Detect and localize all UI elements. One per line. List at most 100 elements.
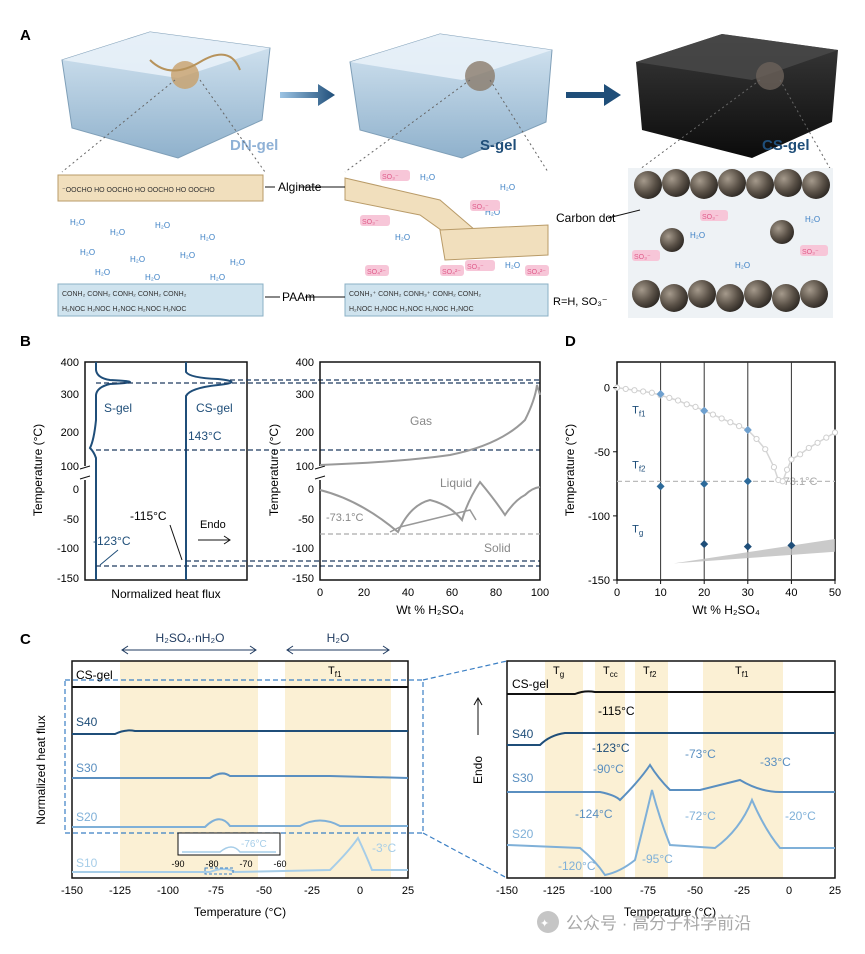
b-left-ytick: 300 xyxy=(61,389,79,401)
svg-text:SO₄²⁻: SO₄²⁻ xyxy=(527,269,546,276)
range-arrow-icon xyxy=(121,645,257,655)
annotation-minus115c: -115°C xyxy=(130,509,167,523)
b-right-xtick: 40 xyxy=(402,587,414,599)
c-right-xtick: -100 xyxy=(590,885,612,897)
d-reference-point xyxy=(735,423,743,430)
gel-label-dn: DN-gel xyxy=(230,137,278,154)
annotation-33c: -33°C xyxy=(760,755,791,769)
d-data-point xyxy=(656,390,665,399)
d-ylabel: Temperature (°C) xyxy=(563,424,577,516)
b-right-ytick: -50 xyxy=(298,514,314,526)
inset-xtick: -90 xyxy=(171,859,184,869)
svg-text:SO₄²⁻: SO₄²⁻ xyxy=(442,269,461,276)
b-left-ytick: -100 xyxy=(57,543,79,555)
panel-c-left-chart: H₂SO₄·nH₂O H₂O Tf1 Normalized heat flux … xyxy=(34,631,424,919)
c-right-xtick: -75 xyxy=(640,885,656,897)
c-right-xlabel: Temperature (°C) xyxy=(624,905,716,919)
panel-d-chart: Temperature (°C) Wt % H₂SO₄ -73.1°C Tf1 T… xyxy=(563,361,841,617)
inset-xtick: -80 xyxy=(205,859,218,869)
b-right-xlabel: Wt % H₂SO₄ xyxy=(396,603,464,617)
b-right-ytick: -150 xyxy=(292,573,314,585)
leader-line xyxy=(607,209,641,219)
svg-text:H₂O: H₂O xyxy=(395,233,410,242)
b-left-ylabel: Temperature (°C) xyxy=(31,424,45,516)
endo-label: Endo xyxy=(471,756,485,784)
panel-label-a: A xyxy=(20,27,31,44)
watermark-text: 公众号 · 高分子科学前沿 xyxy=(566,914,751,933)
d-reference-curve xyxy=(616,386,836,483)
b-right-xtick: 20 xyxy=(358,587,370,599)
svg-text:H₂O: H₂O xyxy=(500,183,515,192)
panel-b-left-chart: 400 300 200 100 0 -50 -100 -150 Temperat… xyxy=(31,357,248,601)
d-data-point xyxy=(700,540,709,549)
c-right-xtick: 0 xyxy=(786,885,792,897)
b-right-ytick: 300 xyxy=(296,389,314,401)
c-left-xtick: -25 xyxy=(304,885,320,897)
d-series-label: Tf1 xyxy=(632,404,646,418)
svg-text:H₂O: H₂O xyxy=(110,228,125,237)
b-right-ytick: 100 xyxy=(296,461,314,473)
d-ytick-label: -100 xyxy=(588,511,610,523)
svg-text:H₂O: H₂O xyxy=(200,233,215,242)
d-data-point xyxy=(743,425,752,434)
svg-text:H₂O: H₂O xyxy=(505,261,520,270)
cs-gel-illustration: CS-gel xyxy=(636,34,838,158)
c-left-xtick: 25 xyxy=(402,885,414,897)
svg-text:H₂O: H₂O xyxy=(805,215,820,224)
sample-label-s40: S40 xyxy=(512,727,534,741)
d-reference-point xyxy=(831,429,839,436)
c-left-xtick: 0 xyxy=(357,885,363,897)
svg-text:✦: ✦ xyxy=(540,918,549,930)
sample-label-cs-gel: CS-gel xyxy=(512,677,549,691)
inset-xtick: -60 xyxy=(273,859,286,869)
panel-c-right-chart: Tg Tcc Tf2 Tf1 CS-gel S40 S30 S20 -115°C… xyxy=(471,660,841,919)
d-series-label: Tg xyxy=(632,524,643,538)
c-left-xtick: -75 xyxy=(208,885,224,897)
label-carbon-dot: Carbon dot xyxy=(556,211,616,225)
svg-text:H₂O: H₂O xyxy=(735,261,750,270)
c-right-xtick: -50 xyxy=(687,885,703,897)
svg-text:SO₃⁻: SO₃⁻ xyxy=(634,254,651,261)
d-data-point xyxy=(656,482,665,491)
label-alginate: Alginate xyxy=(278,180,322,194)
svg-text:H₂O: H₂O xyxy=(485,208,500,217)
inset-annotation-76c: -76°C xyxy=(241,839,267,850)
dn-gel-molecular-schematic: ⁻OOCHO HO OOCHO HO OOCHO HO OOCHO H₂OH₂O… xyxy=(57,174,264,317)
svg-text:H₂O: H₂O xyxy=(80,248,95,257)
panel-label-c: C xyxy=(20,631,31,648)
d-ytick-label: -50 xyxy=(594,447,610,459)
band-label-tf1: Tf1 xyxy=(328,665,342,679)
b-right-xtick: 80 xyxy=(490,587,502,599)
svg-text:SO₃⁻: SO₃⁻ xyxy=(702,214,719,221)
annotation-20c: -20°C xyxy=(785,809,816,823)
annotation-minus123c: -123°C xyxy=(93,534,131,548)
d-reference-point xyxy=(718,415,725,422)
band-label-h2so4-nh2o: H₂SO₄·nH₂O xyxy=(156,631,225,645)
d-reference-point xyxy=(683,401,690,408)
b-right-ytick: 200 xyxy=(296,427,314,439)
d-reference-point xyxy=(762,446,769,453)
d-reference-label: -73.1°C xyxy=(780,476,817,488)
endo-arrow-icon xyxy=(198,535,231,545)
b-right-xtick: 60 xyxy=(446,587,458,599)
d-data-point xyxy=(787,541,796,550)
d-data-point xyxy=(743,542,752,551)
b-right-ytick: 400 xyxy=(296,357,314,369)
panel-b-right-chart: 400 300 200 100 0 -50 -100 -150 Temperat… xyxy=(267,357,549,617)
b-right-ytick: -100 xyxy=(292,543,314,555)
svg-text:H₂NOC H₂NOC H₂NOC H₂NOC H₂: H₂NOC H₂NOC H₂NOC H₂NOC H₂NOC xyxy=(62,306,186,313)
d-xtick-label: 10 xyxy=(654,587,666,599)
label-paam: PAAm xyxy=(282,290,315,304)
d-tg-band xyxy=(673,538,835,564)
d-data-point xyxy=(700,406,709,415)
panel-label-b: B xyxy=(20,333,31,350)
d-data-point xyxy=(743,477,752,486)
watermark: ✦ 公众号 · 高分子科学前沿 xyxy=(537,911,751,933)
d-reference-point xyxy=(779,478,786,485)
annotation-143c: 143°C xyxy=(188,429,222,443)
svg-text:CONH₃⁺ CONH₂ CONH₃⁺ CONH₂: CONH₃⁺ CONH₂ CONH₃⁺ CONH₂ CONH₂ xyxy=(349,291,481,298)
annotation-124c: -124°C xyxy=(575,807,613,821)
gel-label-cs: CS-gel xyxy=(762,137,810,154)
d-xtick-label: 40 xyxy=(785,587,797,599)
c-left-xtick: -150 xyxy=(61,885,83,897)
